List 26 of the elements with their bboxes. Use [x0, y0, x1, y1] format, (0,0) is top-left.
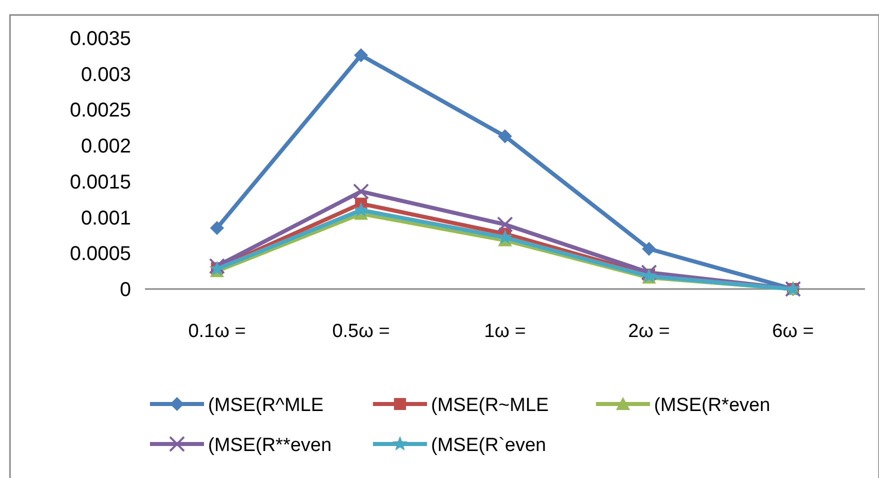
point — [210, 221, 224, 236]
legend-label: (MSE(R~MLE — [431, 395, 549, 416]
x-tick-label: 1ω = — [484, 321, 526, 342]
point — [498, 129, 512, 144]
x-tick-label: 6ω = — [772, 321, 814, 342]
y-tick-label: 0.0025 — [70, 100, 131, 122]
point — [497, 216, 513, 232]
legend-label: (MSE(R^MLE — [208, 395, 324, 416]
x-tick-label: 2ω = — [628, 321, 670, 342]
y-tick-label: 0.0035 — [70, 28, 131, 50]
legend-label: (MSE(R**even — [208, 435, 332, 456]
x-tick-label: 0.1ω = — [188, 321, 246, 342]
legend-label: (MSE(R*even — [654, 395, 770, 416]
point — [353, 183, 369, 200]
y-tick-label: 0 — [120, 279, 131, 301]
y-tick-label: 0.0005 — [70, 243, 131, 266]
y-tick-label: 0.0015 — [70, 171, 131, 194]
legend-label: (MSE(R`even — [431, 435, 546, 456]
point — [642, 242, 656, 256]
point — [353, 202, 369, 217]
y-tick-label: 0.002 — [80, 136, 131, 158]
y-tick-label: 0.001 — [80, 207, 131, 230]
y-tick-label: 0.003 — [80, 64, 131, 86]
point — [354, 48, 368, 62]
x-tick-label: 0.5ω = — [332, 321, 390, 342]
point — [641, 264, 657, 281]
